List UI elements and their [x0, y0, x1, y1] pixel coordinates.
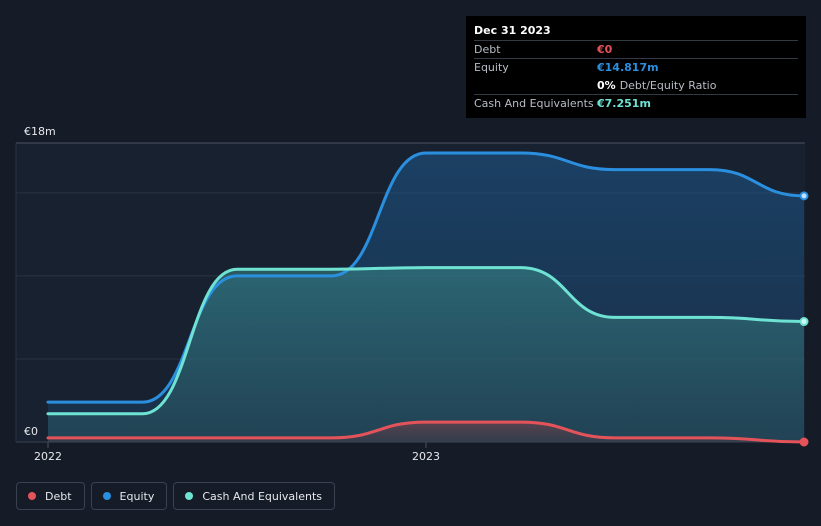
legend-label-equity: Equity — [119, 489, 155, 503]
tooltip-row-equity: Equity €14.817m — [474, 58, 798, 76]
tooltip-row-debt: Debt €0 — [474, 40, 798, 58]
line-equity — [46, 151, 806, 404]
legend-dot-debt — [28, 492, 36, 500]
legend-item-cash[interactable]: Cash And Equivalents — [173, 482, 335, 510]
tooltip-debt-value: €0 — [597, 43, 613, 56]
data-tooltip: Dec 31 2023 Debt €0 Equity €14.817m 0% D… — [466, 16, 806, 118]
tooltip-row-cash: Cash And Equivalents €7.251m — [474, 94, 798, 112]
tooltip-date: Dec 31 2023 — [474, 24, 551, 37]
legend-label-debt: Debt — [45, 489, 72, 503]
tooltip-equity-value: €14.817m — [597, 61, 659, 74]
legend-dot-equity — [102, 492, 111, 500]
legend-label-cash: Cash And Equivalents — [202, 489, 322, 503]
end-point-equity[interactable] — [799, 191, 809, 201]
area-cash-and-equivalents — [48, 267, 804, 442]
legend-dot-cash — [185, 492, 194, 500]
y-tick-label: €18m — [24, 125, 56, 138]
x-tick-label: 2023 — [412, 450, 440, 463]
area-debt — [48, 422, 804, 442]
tooltip-equity-label: Equity — [474, 61, 509, 74]
tooltip-ratio-label: Debt/Equity Ratio — [619, 79, 717, 92]
legend-item-equity[interactable]: Equity — [90, 482, 168, 510]
y-tick-label: €0 — [24, 425, 38, 438]
tooltip-cash-label: Cash And Equivalents — [474, 97, 594, 110]
line-cash-and-equivalents — [46, 266, 806, 416]
legend-item-debt[interactable]: Debt — [16, 482, 85, 510]
tooltip-ratio-value: 0% — [597, 79, 616, 92]
x-tick-label: 2022 — [34, 450, 62, 463]
tooltip-cash-value: €7.251m — [597, 97, 651, 110]
tooltip-debt-label: Debt — [474, 43, 501, 56]
chart-legend: Debt Equity Cash And Equivalents — [16, 482, 335, 510]
line-debt — [46, 420, 806, 444]
tooltip-row-ratio: 0% Debt/Equity Ratio — [474, 76, 798, 94]
end-point-cash-and-equivalents[interactable] — [799, 317, 809, 327]
end-point-debt[interactable] — [799, 437, 809, 447]
